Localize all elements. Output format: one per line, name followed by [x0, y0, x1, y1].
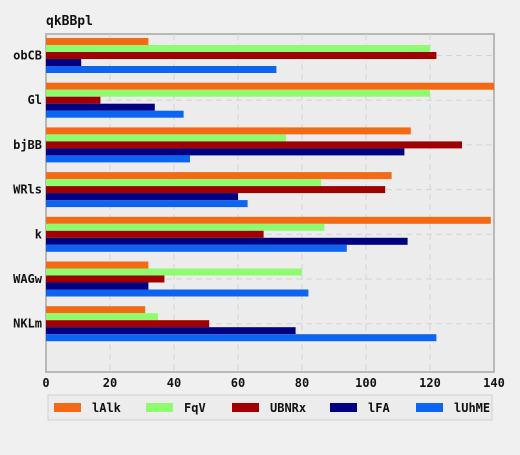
bar [46, 320, 210, 328]
bar [46, 103, 155, 111]
chart-title: qkBBpl [46, 14, 93, 29]
bar [46, 237, 408, 245]
bar [46, 127, 411, 135]
legend-swatch [54, 403, 81, 412]
category-label: bjBB [13, 138, 42, 152]
legend-label: lUhME [454, 401, 490, 415]
legend-swatch [232, 403, 259, 412]
category-label: Gl [28, 93, 42, 107]
x-tick-label: 60 [231, 376, 245, 390]
bar [46, 38, 149, 45]
legend-label: lFA [368, 401, 390, 415]
x-tick-label: 140 [483, 376, 505, 390]
bar [46, 216, 491, 224]
bar [46, 52, 437, 59]
x-axis-ticks: 0 20 40 60 80 100 120 140 [42, 376, 504, 390]
bar [46, 282, 149, 290]
legend-label: FqV [184, 401, 206, 415]
bar [46, 289, 309, 297]
category-label: k [35, 227, 43, 241]
bar [46, 110, 184, 118]
x-tick-label: 120 [419, 376, 441, 390]
bar [46, 172, 392, 180]
bar [46, 275, 165, 283]
legend-swatch [416, 403, 443, 412]
bar [46, 306, 146, 314]
bar [46, 59, 82, 66]
bar [46, 223, 325, 231]
bar [46, 230, 264, 238]
bars [46, 38, 494, 342]
bar [46, 141, 462, 149]
bar [46, 148, 405, 156]
bar [46, 244, 347, 252]
bar [46, 66, 277, 73]
x-tick-label: 0 [42, 376, 49, 390]
category-labels: obCB Gl bjBB WRls k WAGw NKLm [13, 49, 43, 331]
bar [46, 193, 238, 201]
legend: lAlk FqV UBNRx lFA lUhME [47, 394, 493, 421]
category-label: obCB [13, 49, 42, 63]
category-label: NKLm [13, 317, 42, 331]
legend-label: UBNRx [270, 401, 306, 415]
bar [46, 179, 322, 187]
bar [46, 327, 296, 335]
x-tick-label: 80 [295, 376, 309, 390]
bar [46, 334, 437, 342]
x-tick-label: 20 [103, 376, 117, 390]
bar [46, 134, 286, 142]
bar [46, 155, 190, 163]
category-label: WAGw [13, 272, 43, 286]
bar [46, 82, 494, 90]
legend-swatch [146, 403, 173, 412]
legend-label: lAlk [92, 401, 122, 415]
legend-swatch [330, 403, 357, 412]
bar [46, 313, 158, 321]
x-tick-label: 100 [355, 376, 377, 390]
bar [46, 200, 248, 208]
bar [46, 268, 302, 276]
bar [46, 261, 149, 269]
bar [46, 89, 430, 97]
bar [46, 186, 386, 194]
x-tick-label: 40 [167, 376, 181, 390]
bar [46, 45, 430, 52]
bar [46, 96, 101, 104]
category-label: WRls [13, 183, 42, 197]
